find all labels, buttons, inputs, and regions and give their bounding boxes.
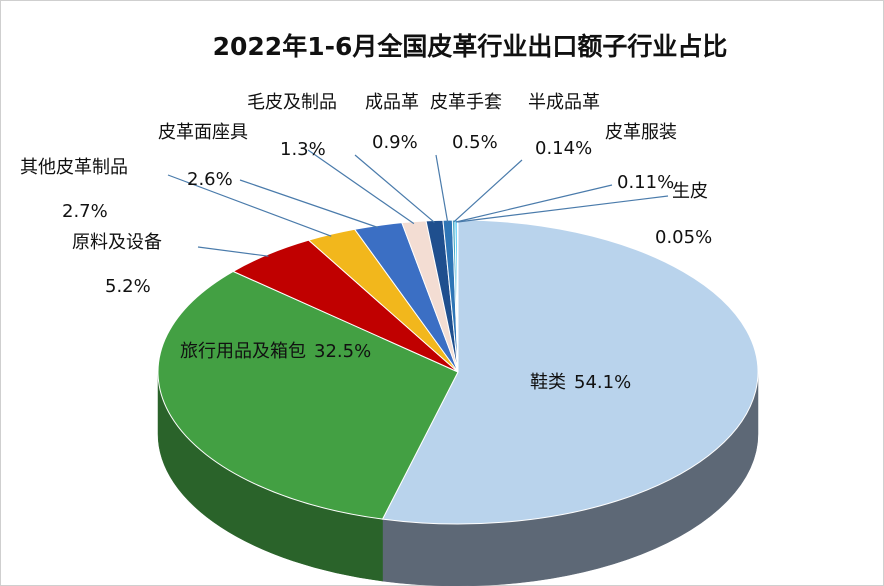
leader-line — [197, 246, 269, 257]
pie-slice — [456, 219, 459, 373]
category-label: 原料及设备 — [72, 232, 162, 253]
value-label: 0.9% — [372, 132, 418, 153]
category-label: 皮革服装 — [605, 122, 677, 143]
data-label: 鞋类 54.1% — [530, 372, 631, 393]
category-label: 半成品革 — [528, 92, 600, 113]
chart-title: 2022年1-6月全国皮革行业出口额子行业占比 — [213, 32, 728, 61]
leader-line — [354, 154, 435, 223]
category-label: 生皮 — [672, 181, 708, 202]
category-label: 其他皮革制品 — [20, 157, 128, 178]
leader-line — [455, 184, 613, 223]
pie-slice — [157, 270, 459, 520]
category-label: 毛皮及制品 — [247, 92, 337, 113]
value-label: 32.5% — [314, 341, 371, 362]
leader-line — [239, 179, 379, 229]
value-label: 2.6% — [187, 169, 233, 190]
category-label: 皮革面座具 — [158, 122, 248, 143]
value-label: 0.11% — [617, 172, 674, 193]
value-label: 1.3% — [280, 139, 326, 160]
category-label: 成品革 — [365, 92, 419, 113]
labels: 鞋类 54.1% 旅行用品及箱包 32.5% 原料及设备 5.2% 其他皮革制品 2.7% 皮革… — [20, 92, 712, 393]
category-label: 鞋类 — [530, 372, 566, 393]
pie-slice — [381, 219, 759, 525]
data-label: 旅行用品及箱包 32.5% — [180, 341, 371, 362]
value-label: 0.05% — [655, 227, 712, 248]
leader-line — [307, 149, 415, 225]
leader-line — [453, 159, 523, 223]
pie — [157, 219, 759, 586]
value-label: 54.1% — [574, 372, 631, 393]
value-label: 0.14% — [535, 138, 592, 159]
value-label: 5.2% — [105, 276, 151, 297]
category-label: 皮革手套 — [430, 92, 502, 113]
leader-line — [457, 195, 669, 223]
leader-line — [167, 174, 332, 237]
leader-line — [435, 154, 449, 223]
category-label: 旅行用品及箱包 — [180, 341, 306, 362]
value-label: 0.5% — [452, 132, 498, 153]
value-label: 2.7% — [62, 201, 108, 222]
